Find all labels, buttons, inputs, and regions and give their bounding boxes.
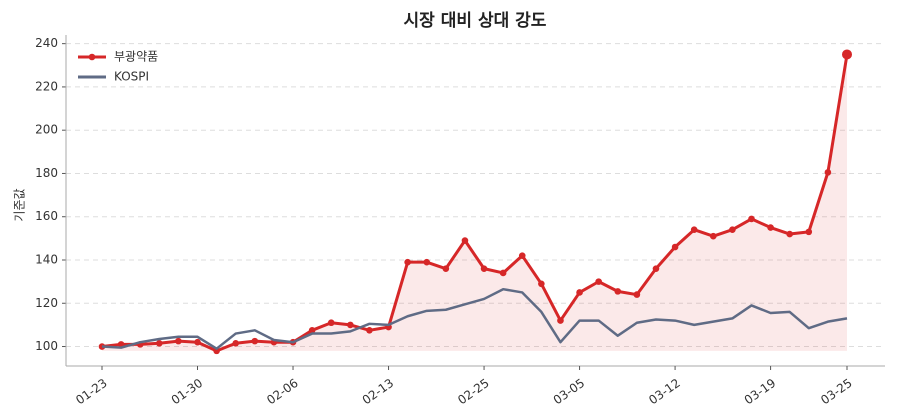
point xyxy=(729,226,736,234)
y-tick-label: 160 xyxy=(35,209,58,223)
point xyxy=(308,327,316,334)
point xyxy=(251,337,259,345)
point xyxy=(786,230,793,238)
point xyxy=(652,265,660,272)
point xyxy=(709,232,717,240)
x-tick-label: 03-19 xyxy=(742,376,779,407)
point xyxy=(347,321,354,329)
x-tick-label: 01-30 xyxy=(169,376,206,407)
point xyxy=(557,317,564,324)
point xyxy=(213,347,220,355)
legend-marker xyxy=(88,53,96,61)
point xyxy=(423,258,431,266)
point xyxy=(194,338,201,346)
x-tick-label: 02-06 xyxy=(264,376,301,407)
point xyxy=(767,224,774,231)
point xyxy=(366,327,373,334)
point xyxy=(805,228,813,236)
x-tick-label: 02-13 xyxy=(360,376,397,407)
point xyxy=(595,278,602,285)
x-tick-label: 02-25 xyxy=(455,376,492,407)
legend-label: 부광약품 xyxy=(114,49,158,64)
x-tick-label: 03-05 xyxy=(551,376,588,407)
area xyxy=(102,54,847,351)
point xyxy=(842,49,852,60)
point xyxy=(404,258,411,266)
point xyxy=(633,291,641,298)
chart-title: 시장 대비 상대 강도 xyxy=(404,11,547,31)
point xyxy=(748,215,755,223)
point xyxy=(175,337,182,345)
y-tick-label: 200 xyxy=(35,123,58,137)
y-axis-label: 기준값 xyxy=(13,188,27,221)
point xyxy=(499,269,507,277)
legend-label: KOSPI xyxy=(114,70,149,84)
point xyxy=(824,169,832,176)
x-tick-label: 03-25 xyxy=(818,376,855,407)
point xyxy=(480,265,488,272)
x-tick-label: 03-12 xyxy=(646,376,683,407)
y-tick-label: 140 xyxy=(35,252,58,266)
y-tick-label: 100 xyxy=(35,339,58,353)
line xyxy=(101,54,849,353)
x-tick-label: 01-23 xyxy=(73,376,110,407)
y-tick-label: 220 xyxy=(35,79,58,93)
point xyxy=(327,319,335,327)
y-tick-label: 240 xyxy=(35,36,58,50)
point xyxy=(538,280,545,288)
y-tick-label: 180 xyxy=(35,166,58,180)
point xyxy=(442,265,450,272)
point xyxy=(518,252,526,259)
point xyxy=(614,288,622,295)
line xyxy=(101,287,848,350)
point xyxy=(576,289,583,296)
point xyxy=(156,339,163,347)
point xyxy=(690,226,698,234)
point xyxy=(232,339,240,347)
point xyxy=(671,243,679,251)
point xyxy=(461,237,469,244)
y-tick-label: 120 xyxy=(35,296,58,310)
